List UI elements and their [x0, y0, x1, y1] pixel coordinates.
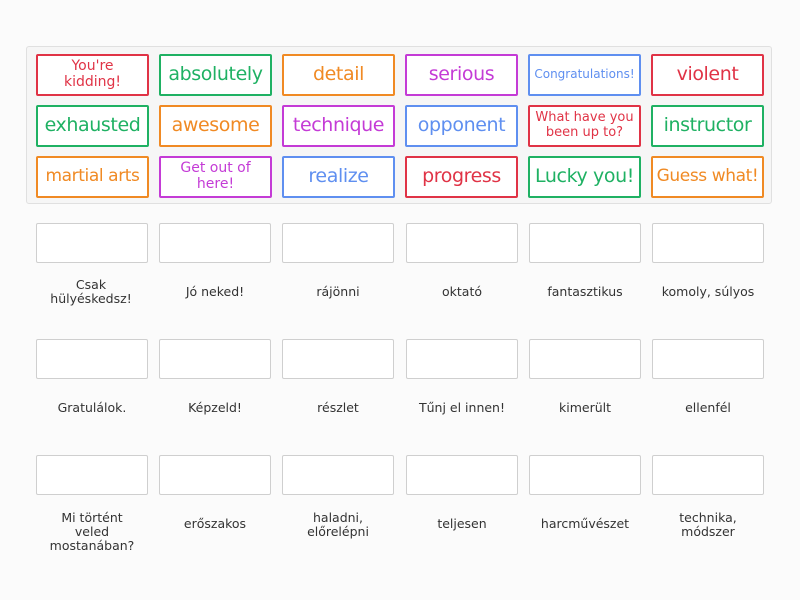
- word-tile-label: Congratulations!: [534, 67, 635, 82]
- word-tile-label: What have you been up to?: [535, 110, 634, 140]
- drop-slot[interactable]: [159, 455, 271, 495]
- word-tile-label: violent: [676, 63, 739, 86]
- target-label: Gratulálok.: [57, 400, 127, 415]
- word-tile-label: instructor: [663, 114, 752, 137]
- drop-slot[interactable]: [36, 223, 148, 263]
- word-tile-label: exhausted: [44, 114, 141, 137]
- word-tile[interactable]: violent: [651, 54, 764, 96]
- target-label: komoly, súlyos: [661, 284, 755, 299]
- word-tile[interactable]: You're kidding!: [36, 54, 149, 96]
- drop-slot[interactable]: [159, 223, 271, 263]
- word-tile-label: Get out of here!: [180, 160, 251, 192]
- target-label: technika, módszer: [679, 510, 737, 539]
- target-label: Mi történt veled mostanában?: [49, 510, 135, 553]
- target-label: Jó neked!: [185, 284, 245, 299]
- target-label: haladni, előrelépni: [307, 510, 369, 539]
- word-tile-label: martial arts: [45, 166, 140, 187]
- drop-slot[interactable]: [406, 455, 518, 495]
- drop-slot[interactable]: [282, 455, 394, 495]
- target-label: harcművészet: [540, 516, 630, 531]
- word-tile-label: You're kidding!: [63, 58, 122, 90]
- target-label: oktató: [442, 284, 482, 299]
- word-tile-label: realize: [308, 165, 369, 188]
- word-tile[interactable]: What have you been up to?: [528, 105, 641, 147]
- word-tile[interactable]: realize: [282, 156, 395, 198]
- drop-slot[interactable]: [652, 339, 764, 379]
- word-tile[interactable]: instructor: [651, 105, 764, 147]
- drop-slot[interactable]: [159, 339, 271, 379]
- word-tile[interactable]: serious: [405, 54, 518, 96]
- word-tile[interactable]: exhausted: [36, 105, 149, 147]
- target-label: Képzeld!: [188, 400, 242, 415]
- drop-slot[interactable]: [529, 455, 641, 495]
- target-label: rájönni: [316, 284, 360, 299]
- target-label: fantasztikus: [547, 284, 623, 299]
- word-tile-label: detail: [312, 63, 364, 86]
- target-label: Csak hülyéskedsz!: [50, 277, 132, 306]
- word-tile[interactable]: Get out of here!: [159, 156, 272, 198]
- target-label: teljesen: [437, 516, 487, 531]
- word-tile[interactable]: detail: [282, 54, 395, 96]
- target-label: részlet: [317, 400, 359, 415]
- drop-slot[interactable]: [406, 339, 518, 379]
- drop-slot[interactable]: [36, 339, 148, 379]
- word-tile[interactable]: technique: [282, 105, 395, 147]
- target-label: kimerült: [558, 400, 611, 415]
- word-tile-label: Lucky you!: [535, 165, 634, 188]
- drop-slot[interactable]: [36, 455, 148, 495]
- word-tile[interactable]: martial arts: [36, 156, 149, 198]
- target-label: erőszakos: [183, 516, 247, 531]
- drop-slot[interactable]: [652, 455, 764, 495]
- drop-slot[interactable]: [652, 223, 764, 263]
- word-tile[interactable]: Congratulations!: [528, 54, 641, 96]
- word-tile-label: serious: [428, 63, 495, 86]
- word-tile[interactable]: absolutely: [159, 54, 272, 96]
- drop-slot[interactable]: [282, 339, 394, 379]
- word-tile[interactable]: Guess what!: [651, 156, 764, 198]
- word-tile-bank: You're kidding! absolutely detail seriou…: [26, 46, 772, 204]
- word-tile-label: absolutely: [168, 63, 263, 86]
- word-tile-label: progress: [422, 165, 501, 188]
- drop-slot[interactable]: [406, 223, 518, 263]
- word-tile[interactable]: progress: [405, 156, 518, 198]
- word-tile[interactable]: opponent: [405, 105, 518, 147]
- drop-slot[interactable]: [529, 339, 641, 379]
- word-tile[interactable]: awesome: [159, 105, 272, 147]
- drop-slot[interactable]: [529, 223, 641, 263]
- word-tile-label: Guess what!: [656, 166, 759, 187]
- word-tile-label: awesome: [171, 114, 260, 137]
- drop-slot[interactable]: [282, 223, 394, 263]
- target-label: Tűnj el innen!: [418, 400, 505, 415]
- word-tile[interactable]: Lucky you!: [528, 156, 641, 198]
- word-tile-label: opponent: [417, 114, 506, 137]
- target-label: ellenfél: [685, 400, 731, 415]
- word-tile-label: technique: [292, 114, 385, 137]
